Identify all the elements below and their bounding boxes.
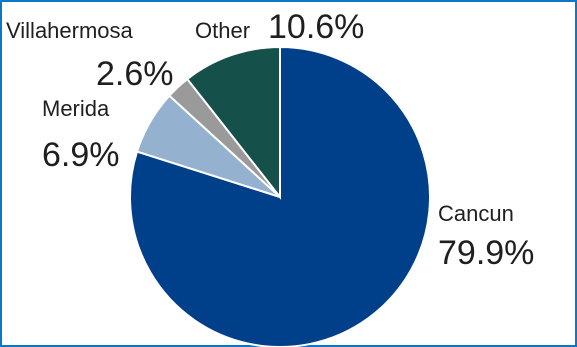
cancun-label: Cancun [438, 201, 514, 226]
other-label: Other [195, 18, 250, 43]
merida-label: Merida [42, 96, 110, 121]
cancun-value-label: 79.9% [438, 234, 534, 272]
other-value-label: 10.6% [268, 8, 364, 46]
pie-slices [129, 45, 431, 347]
villahermosa-value-label: 2.6% [96, 55, 174, 93]
merida-value-label: 6.9% [42, 136, 120, 174]
pie-slice-other [185, 45, 281, 200]
villahermosa-label: Villahermosa [6, 18, 134, 43]
